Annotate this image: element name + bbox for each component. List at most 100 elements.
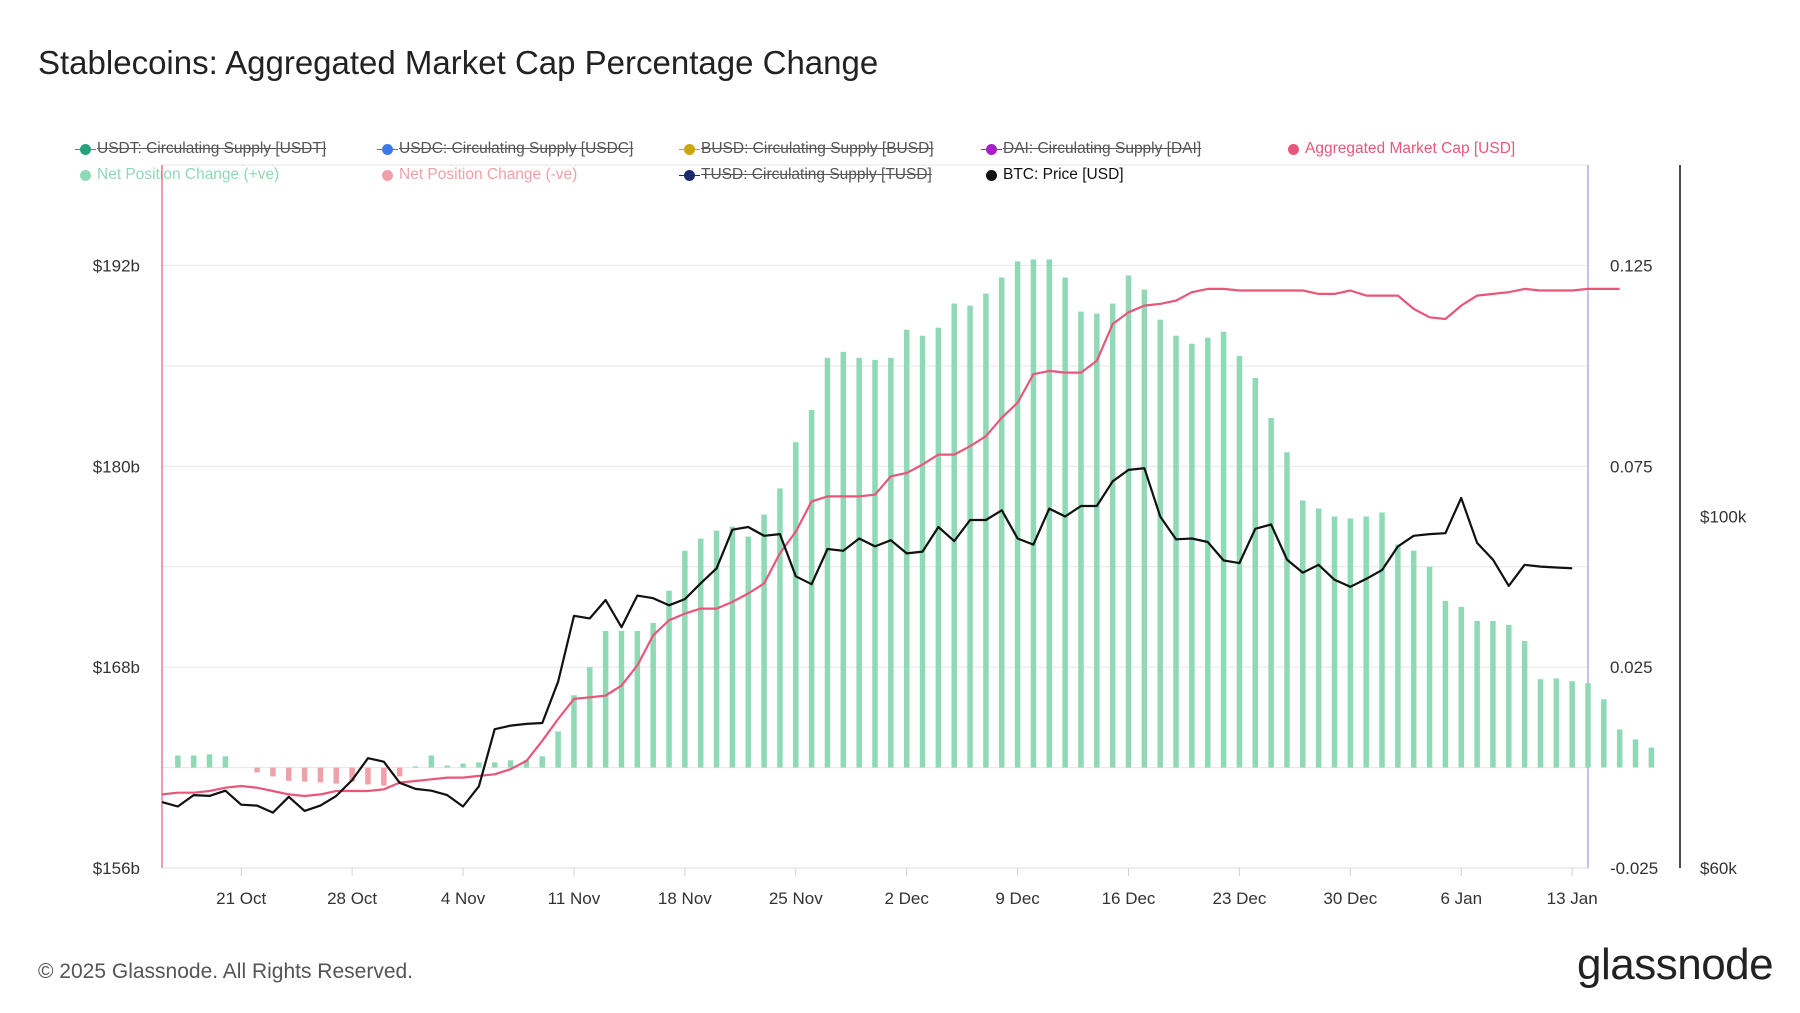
net-position-positive-bar <box>777 488 783 768</box>
net-position-positive-bar <box>697 538 704 768</box>
net-position-positive-bar <box>460 763 466 768</box>
net-position-positive-bar <box>1062 277 1068 768</box>
net-position-positive-bar <box>1379 512 1385 768</box>
x-tick-label: 9 Dec <box>995 889 1040 908</box>
legend-item-tusd[interactable]: TUSD: Circulating Supply [TUSD] <box>679 166 932 184</box>
net-position-positive-bar <box>1632 739 1639 768</box>
legend-marker-icon <box>1288 143 1299 155</box>
net-position-positive-bar <box>587 667 593 768</box>
net-position-positive-bar <box>507 760 514 768</box>
y-right-tick-label: -0.025 <box>1610 859 1658 878</box>
net-position-positive-bar <box>1426 566 1433 768</box>
legend-item-dai[interactable]: DAI: Circulating Supply [DAI] <box>981 140 1201 158</box>
net-position-positive-bar <box>634 630 641 768</box>
net-position-positive-bar <box>1284 452 1290 768</box>
net-position-positive-bar <box>190 755 197 768</box>
legend-item-usdt[interactable]: USDT: Circulating Supply [USDT] <box>75 140 326 158</box>
legend-item-net-position-negative[interactable]: Net Position Change (-ve) <box>382 166 577 184</box>
net-position-positive-bar <box>967 305 973 768</box>
net-position-negative-bar <box>317 767 324 783</box>
net-position-positive-bar <box>1030 259 1037 768</box>
net-position-positive-bar <box>935 327 942 768</box>
net-position-positive-bar <box>983 293 989 768</box>
net-position-positive-bar <box>476 762 482 768</box>
net-position-positive-bar <box>650 622 656 768</box>
x-tick-label: 13 Jan <box>1547 889 1598 908</box>
net-position-positive-bar <box>1220 331 1227 768</box>
net-position-positive-bar <box>1648 747 1655 768</box>
x-tick-label: 25 Nov <box>769 889 823 908</box>
legend-item-usdc[interactable]: USDC: Circulating Supply [USDC] <box>377 140 633 158</box>
x-tick-label: 21 Oct <box>216 889 266 908</box>
net-position-positive-bar <box>1569 681 1575 768</box>
net-position-positive-bar <box>1537 679 1544 768</box>
btc-price-line[interactable] <box>161 467 1573 814</box>
chart-title: Stablecoins: Aggregated Market Cap Perce… <box>38 44 879 81</box>
net-position-positive-bar <box>682 550 688 768</box>
net-position-negative-bar <box>254 767 260 773</box>
net-position-positive-bar <box>602 630 609 768</box>
net-position-positive-bar <box>999 277 1005 768</box>
x-tick-label: 11 Nov <box>548 889 601 908</box>
net-position-negative-bar <box>286 767 292 781</box>
net-position-positive-bar <box>555 731 561 768</box>
net-position-positive-bar <box>1458 606 1464 768</box>
net-position-positive-bar <box>840 351 847 768</box>
x-tick-label: 2 Dec <box>884 889 929 908</box>
net-position-positive-bar <box>1363 516 1369 768</box>
y-btc-tick-label: $100k <box>1700 508 1747 527</box>
legend-marker-icon <box>382 169 393 181</box>
legend-marker-icon <box>679 143 700 155</box>
copyright-footer: © 2025 Glassnode. All Rights Reserved. <box>38 960 414 983</box>
legend-marker-icon <box>75 143 96 155</box>
legend-marker-icon <box>986 169 997 181</box>
net-position-positive-bar <box>1395 544 1401 768</box>
net-position-positive-bar <box>222 756 229 768</box>
net-position-positive-bar <box>175 755 181 768</box>
legend-item-aggregated-market-cap[interactable]: Aggregated Market Cap [USD] <box>1288 140 1515 158</box>
net-position-positive-bar <box>1078 311 1084 768</box>
glassnode-logo: glassnode <box>1577 940 1774 989</box>
net-position-positive-bar <box>1014 261 1021 768</box>
net-position-positive-bar <box>1094 313 1100 768</box>
y-left-tick-label: $192b <box>93 256 140 275</box>
net-position-positive-bar <box>1046 259 1053 768</box>
net-position-negative-bar <box>301 767 308 782</box>
net-position-positive-bar <box>713 530 720 768</box>
y-right-tick-label: 0.075 <box>1610 457 1653 476</box>
net-position-positive-bar <box>1474 620 1480 768</box>
net-position-positive-bar <box>412 766 419 768</box>
net-position-positive-bar <box>1157 319 1163 768</box>
net-position-positive-bar <box>1616 729 1623 768</box>
net-position-positive-bar <box>1490 620 1496 768</box>
x-tick-label: 23 Dec <box>1212 889 1266 908</box>
net-position-negative-bar <box>396 767 403 777</box>
net-position-negative-bar <box>349 767 355 782</box>
net-position-positive-bar <box>793 442 799 768</box>
net-position-positive-bar <box>206 754 213 768</box>
net-position-positive-bar <box>1252 377 1259 768</box>
net-position-positive-bar <box>1315 508 1322 768</box>
net-position-negative-bar <box>365 767 371 785</box>
legend-item-btc-price[interactable]: BTC: Price [USD] <box>986 166 1124 184</box>
net-position-positive-bar <box>1442 600 1449 768</box>
legend-item-net-position-positive[interactable]: Net Position Change (+ve) <box>80 166 279 184</box>
y-left-tick-label: $156b <box>93 859 140 878</box>
legend-item-busd[interactable]: BUSD: Circulating Supply [BUSD] <box>679 140 934 158</box>
net-position-positive-bar <box>761 514 767 768</box>
x-tick-label: 30 Dec <box>1323 889 1377 908</box>
net-position-positive-bar <box>1506 624 1512 768</box>
net-position-positive-bar <box>1410 550 1417 768</box>
aggregated-market-cap-line[interactable] <box>161 287 1620 798</box>
net-position-positive-bar <box>1189 343 1195 768</box>
net-position-positive-bar <box>1331 516 1338 768</box>
net-position-positive-bar <box>1553 678 1560 768</box>
net-position-positive-bar <box>666 590 672 768</box>
net-position-positive-bar <box>491 762 498 768</box>
net-position-negative-bar <box>333 767 340 784</box>
net-position-positive-bar <box>903 329 910 768</box>
net-position-positive-bar <box>1521 641 1528 768</box>
y-btc-tick-label: $60k <box>1700 859 1737 878</box>
net-position-positive-bar <box>1585 683 1591 768</box>
